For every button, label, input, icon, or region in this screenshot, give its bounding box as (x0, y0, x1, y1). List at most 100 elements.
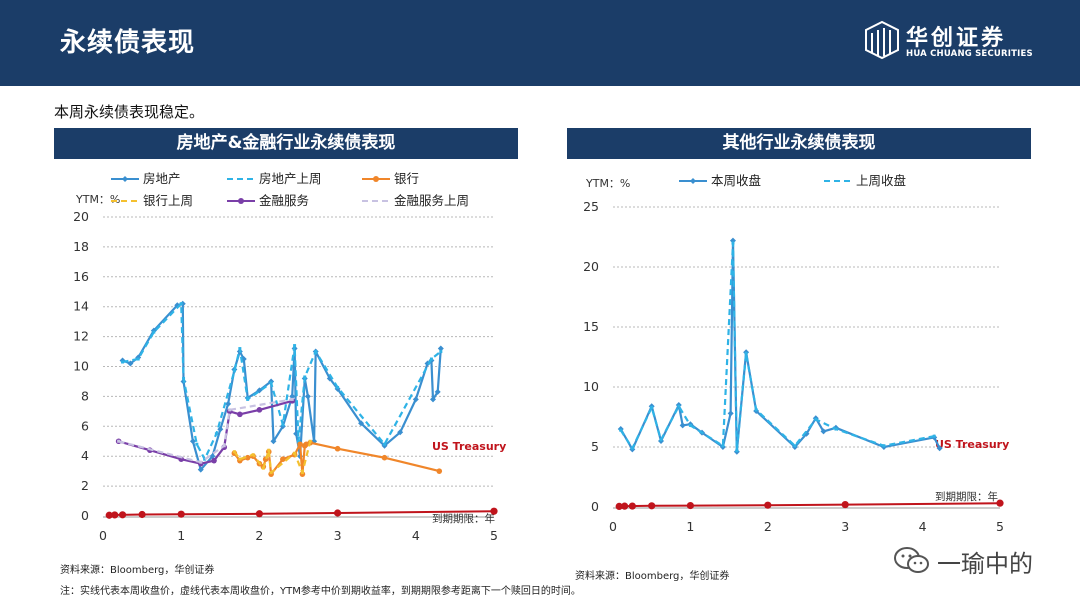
chart-2-treasury-point (686, 501, 695, 510)
chart-1-legend-label: 金融服务上周 (394, 193, 469, 208)
chart-1-data-point (270, 438, 277, 445)
chart-1-data-point (304, 393, 311, 400)
chart-1-treasury-point (118, 511, 127, 519)
chart-1-data-point (225, 400, 232, 407)
chart-1-data-point (381, 454, 388, 461)
chart-2-treasury-point (996, 499, 1004, 507)
chart-1-prev-point (251, 453, 255, 457)
chart-1-data-point (430, 396, 437, 403)
chart-1-data-point (209, 453, 216, 460)
chart-1-y-tick-label: 8 (81, 388, 89, 403)
chart-1-y-tick-label: 16 (73, 269, 89, 284)
chart-1-prev-point (228, 408, 232, 412)
chart-2-prev-point (659, 438, 663, 442)
chart-2-prev-point (814, 417, 818, 421)
chart-1-y-tick-label: 12 (73, 329, 89, 344)
chart-1-y-axis-label: YTM：% (75, 193, 120, 206)
chart-1-prev-point (117, 439, 121, 443)
chart-1-prev-point (199, 460, 203, 464)
chart-1-prev-point (121, 360, 125, 364)
chart-1-prev-point (214, 432, 218, 436)
chart-1-data-point (197, 466, 204, 473)
chart-2-y-tick-label: 10 (583, 379, 599, 394)
chart-2-prev-point (721, 444, 725, 448)
chart-1-data-point (127, 360, 134, 367)
chart-2-prev-point (630, 446, 634, 450)
chart-1-annotation: US Treasury (432, 440, 506, 453)
chart-1-treasury-point (334, 509, 342, 517)
chart-1-treasury-point (177, 510, 185, 518)
chart-2-x-tick-label: 1 (686, 519, 694, 534)
chart-1-prev-point (308, 439, 312, 443)
chart-2-legend-marker (690, 178, 696, 184)
chart-1-y-tick-label: 20 (73, 209, 89, 224)
chart-1-prev-point (336, 385, 340, 389)
chart-1-data-point (412, 396, 419, 403)
logo-text-en: HUA CHUANG SECURITIES (906, 49, 1033, 59)
chart-1-prev-point (238, 457, 242, 461)
slide-subtitle: 本周永续债表现稳定。 (54, 103, 205, 121)
chart-1-prev-point (297, 439, 300, 443)
chart-2-prev-point (834, 427, 838, 431)
chart-1-prev-point (238, 347, 242, 351)
chart-2-prev-point (735, 449, 739, 453)
chart-2-title: 其他行业永续债表现 (567, 128, 1031, 159)
chart-2-legend-label: 本周收盘 (711, 173, 761, 188)
chart-1-y-tick-label: 10 (73, 359, 89, 374)
chart-2-x-tick-label: 4 (919, 519, 927, 534)
watermark: 一瑜中的 (893, 544, 1073, 578)
chart-1-prev-point (232, 450, 236, 454)
chart-1-legend-label: 房地产 (143, 171, 181, 186)
chart-1-x-tick-label: 4 (412, 528, 420, 543)
chart-1-prev-point (136, 357, 140, 361)
chart-2-prev-point (619, 428, 623, 432)
chart-2-treasury-point (648, 502, 656, 510)
chart-2-prev-point (754, 408, 758, 412)
chart-1-treasury-point (138, 510, 146, 519)
chart-1-data-point (237, 411, 243, 418)
chart-1-series-line-5 (118, 399, 293, 465)
watermark-text: 一瑜中的 (937, 550, 1033, 578)
chart-2-y-tick-label: 25 (583, 199, 599, 214)
chart-2-series-line-3 (619, 502, 1001, 508)
chart-1-prev-point (300, 471, 304, 475)
chart-1-legend-label: 金融服务 (259, 193, 309, 208)
chart-1-data-point (436, 468, 443, 474)
chart-2-treasury-point (628, 502, 636, 510)
chart-1-title: 房地产&金融行业永续债表现 (54, 128, 518, 159)
chart-2-data-point (679, 422, 686, 429)
chart-2-x-tick-label: 0 (609, 519, 617, 534)
chart-2-prev-point (731, 241, 735, 245)
chart-1-data-point (358, 420, 365, 427)
chart-1-prev-point (269, 381, 273, 385)
chart-1-prev-point (290, 397, 294, 401)
chart-1-treasury-point (111, 511, 119, 519)
chart-2-y-tick-label: 5 (591, 439, 599, 454)
chart-1-treasury-point (105, 511, 113, 519)
chart-1-x-tick-label: 2 (255, 528, 263, 543)
chart-1-legend-label: 房地产上周 (259, 171, 322, 186)
chart-1-prev-point (269, 471, 273, 475)
chart-2-treasury-point (841, 501, 849, 509)
chart-1-y-tick-label: 14 (73, 299, 89, 314)
chart-1-x-tick-label: 1 (177, 528, 185, 543)
chart-1-data-point (334, 445, 341, 452)
chart-1-legend-marker (238, 198, 244, 204)
chart-1-treasury-point (255, 510, 263, 518)
chart-2-series-line-2 (619, 241, 935, 452)
chart-1-y-tick-label: 2 (81, 478, 89, 493)
chart-1-prev-point (439, 350, 443, 354)
chart-2-prev-point (688, 423, 692, 427)
brand-logo: 华创证券 HUA CHUANG SECURITIES (862, 18, 1052, 70)
chart-2-legend-label: 上周收盘 (856, 173, 906, 188)
chart-2-treasury-point (621, 502, 629, 510)
chart-1-series-line-2 (122, 302, 442, 461)
chart-1-data-point (280, 456, 286, 462)
chart-2-prev-point (793, 444, 797, 448)
chart-1-data-point (297, 441, 303, 448)
chart-2-prev-point (744, 351, 748, 355)
chart-1-x-tick-label: 5 (490, 528, 498, 543)
chart-1-prev-point (222, 444, 226, 448)
chart-1-x-tick-label: 0 (99, 528, 107, 543)
